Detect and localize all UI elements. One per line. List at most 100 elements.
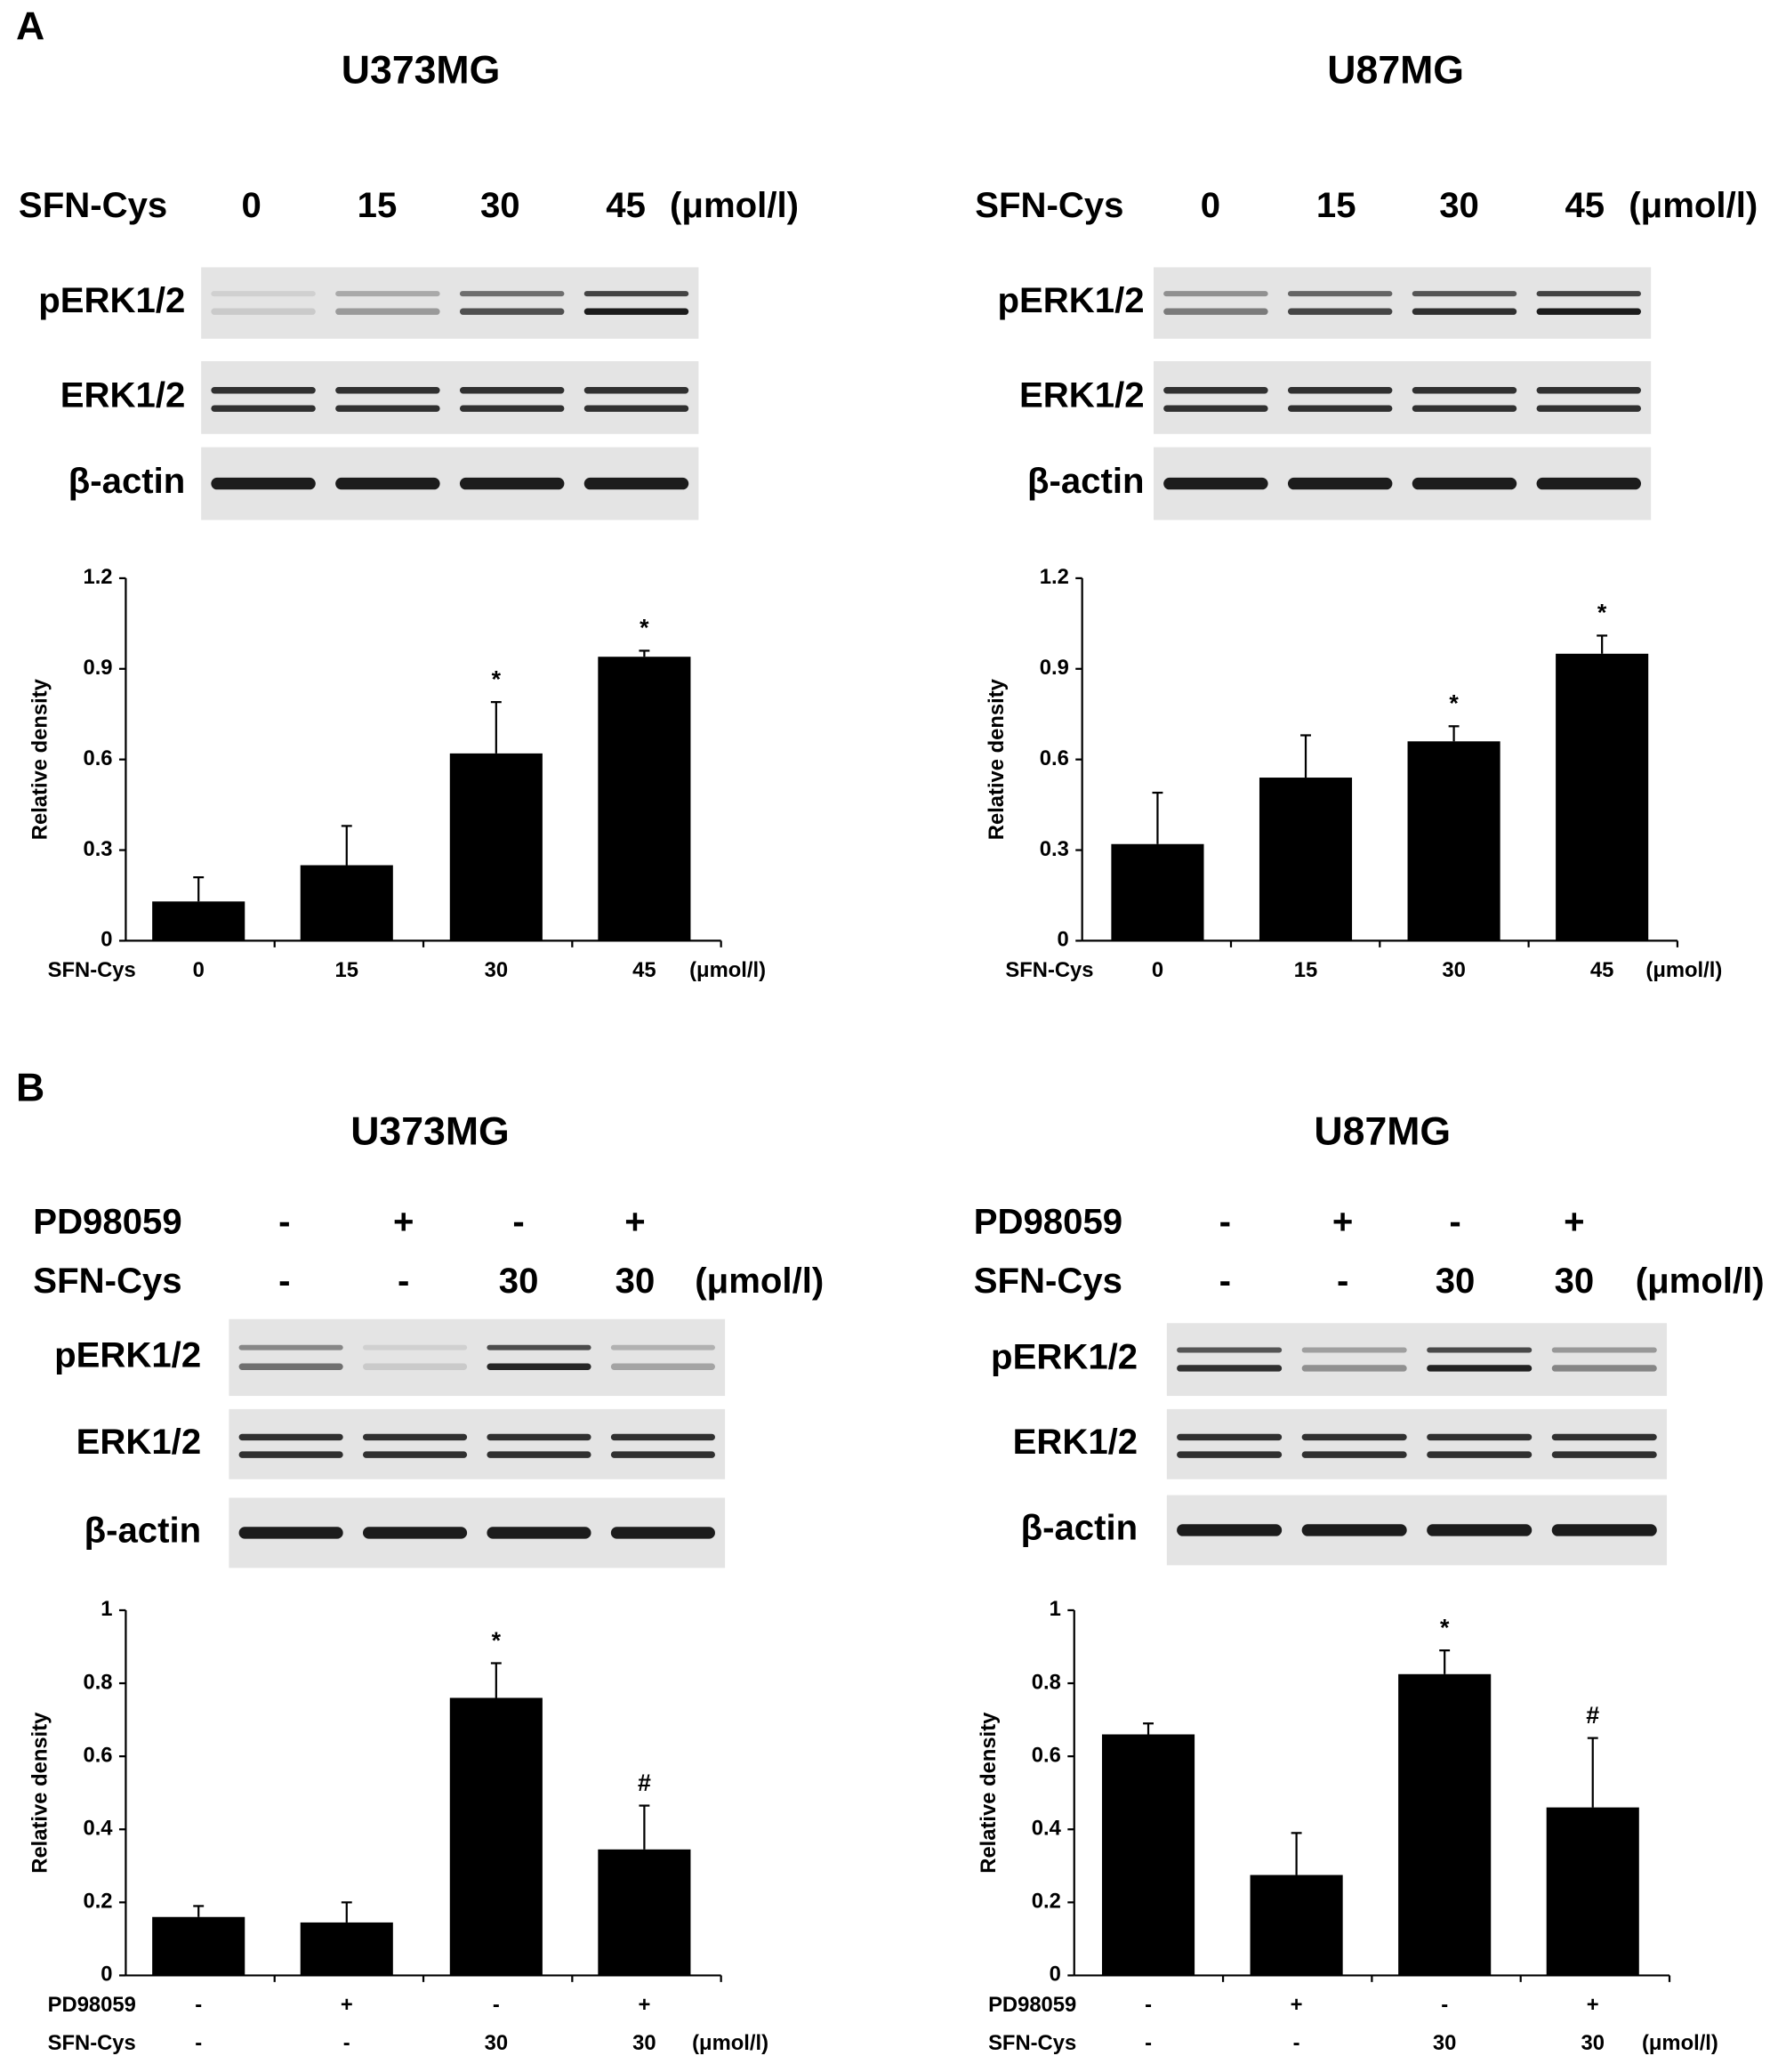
- blot-band: [610, 1363, 715, 1370]
- y-tick-label: 0: [101, 1963, 112, 1987]
- blot-label: pERK1/2: [991, 1337, 1138, 1377]
- chart-title: U373MG: [342, 49, 501, 93]
- x-row-name: PD98059: [988, 1993, 1076, 2017]
- blot-band: [610, 1433, 715, 1441]
- treatment-name: SFN-Cys: [19, 185, 167, 225]
- blot-band: [238, 1363, 343, 1370]
- y-tick-label: 0.2: [83, 1890, 112, 1914]
- blot-band: [211, 308, 316, 315]
- x-tick-label: 30: [485, 958, 508, 982]
- blot-strip: [201, 361, 699, 434]
- blot-band: [487, 1344, 591, 1350]
- bar: [1556, 653, 1649, 941]
- blot-band: [1412, 405, 1517, 412]
- significance-mark: #: [1586, 1702, 1599, 1729]
- blot-strip: [229, 1318, 726, 1397]
- x-tick-label: -: [493, 1993, 500, 2017]
- blot-band: [238, 1433, 343, 1441]
- treatment-label: -: [398, 1261, 409, 1301]
- bar: [598, 1849, 691, 1976]
- blot-band: [459, 291, 565, 297]
- blot-band: [1427, 1451, 1533, 1458]
- x-tick-label: -: [1293, 2031, 1300, 2055]
- blot-band: [1427, 1433, 1533, 1441]
- blot-band: [583, 477, 689, 490]
- y-tick-label: 0.9: [1040, 656, 1069, 680]
- blot-band: [1536, 291, 1641, 297]
- x-row-name: SFN-Cys: [988, 2031, 1076, 2055]
- y-tick-label: 0.9: [83, 656, 112, 680]
- blot-band: [362, 1344, 468, 1350]
- x-tick-label: 45: [1590, 958, 1613, 982]
- significance-mark: *: [1440, 1614, 1450, 1641]
- blot-band: [1163, 477, 1268, 490]
- blot-band: [459, 405, 565, 412]
- blot-band: [1551, 1451, 1657, 1458]
- treatment-label: 30: [615, 1261, 656, 1301]
- blot-strip: [1166, 1323, 1668, 1397]
- blot-strip: [1153, 361, 1652, 434]
- x-tick-label: 30: [485, 2031, 508, 2055]
- x-tick-label: -: [195, 1993, 202, 2017]
- treatment-label: 15: [358, 185, 398, 225]
- treatment-unit: (μmol/l): [670, 185, 799, 225]
- significance-mark: *: [1449, 690, 1459, 717]
- blot-band: [1287, 405, 1393, 412]
- significance-mark: #: [638, 1770, 651, 1796]
- blot-band: [362, 1433, 468, 1441]
- blot-band: [335, 477, 440, 490]
- blot-band: [362, 1363, 468, 1370]
- treatment-label: -: [1219, 1201, 1231, 1241]
- bar: [1101, 1734, 1195, 1976]
- bar: [1407, 741, 1500, 941]
- blot-band: [1412, 477, 1517, 490]
- x-tick-label: -: [343, 2031, 350, 2055]
- x-tick-label: -: [1145, 1993, 1152, 2017]
- panel-label: A: [16, 5, 44, 49]
- treatment-label: 45: [1565, 185, 1605, 225]
- y-axis-label: Relative density: [28, 1712, 52, 1874]
- blot-band: [487, 1451, 591, 1458]
- bar: [300, 865, 393, 941]
- blot-band: [335, 387, 440, 394]
- blot-label: β-actin: [68, 461, 186, 501]
- blot-strip: [1166, 1408, 1668, 1479]
- y-tick-label: 0: [1058, 928, 1069, 952]
- x-tick-label: 30: [632, 2031, 656, 2055]
- blot-band: [1301, 1365, 1407, 1372]
- y-tick-label: 0: [101, 928, 112, 952]
- x-unit: (μmol/l): [1642, 2031, 1718, 2055]
- x-tick-label: -: [1441, 1993, 1448, 2017]
- blot-strip: [201, 267, 699, 339]
- y-tick-label: 0: [1050, 1963, 1061, 1987]
- y-axis-label: Relative density: [28, 678, 52, 840]
- bar: [152, 1916, 245, 1976]
- y-tick-label: 0.8: [1032, 1670, 1061, 1694]
- treatment-name: PD98059: [974, 1201, 1122, 1241]
- bar: [598, 657, 691, 941]
- panel-label: B: [16, 1066, 44, 1109]
- x-tick-label: +: [341, 1993, 353, 2017]
- blot-label: pERK1/2: [38, 280, 185, 320]
- bar: [1250, 1874, 1343, 1976]
- treatment-label: -: [512, 1201, 524, 1241]
- treatment-name: SFN-Cys: [33, 1261, 181, 1301]
- blot-band: [1536, 405, 1641, 412]
- x-tick-label: -: [1145, 2031, 1152, 2055]
- blot-band: [1427, 1365, 1533, 1372]
- blot-band: [1301, 1433, 1407, 1441]
- blot-band: [583, 308, 689, 315]
- treatment-label: -: [1337, 1261, 1348, 1301]
- x-tick-label: -: [195, 2031, 202, 2055]
- y-tick-label: 0.4: [1032, 1817, 1062, 1841]
- blot-band: [238, 1344, 343, 1350]
- significance-mark: *: [640, 615, 649, 641]
- blot-band: [487, 1527, 591, 1539]
- bar: [449, 1697, 543, 1976]
- y-axis-label: Relative density: [985, 678, 1009, 840]
- blot-band: [1536, 387, 1641, 394]
- blot-band: [335, 291, 440, 297]
- blot-band: [1301, 1451, 1407, 1458]
- blot-band: [1412, 387, 1517, 394]
